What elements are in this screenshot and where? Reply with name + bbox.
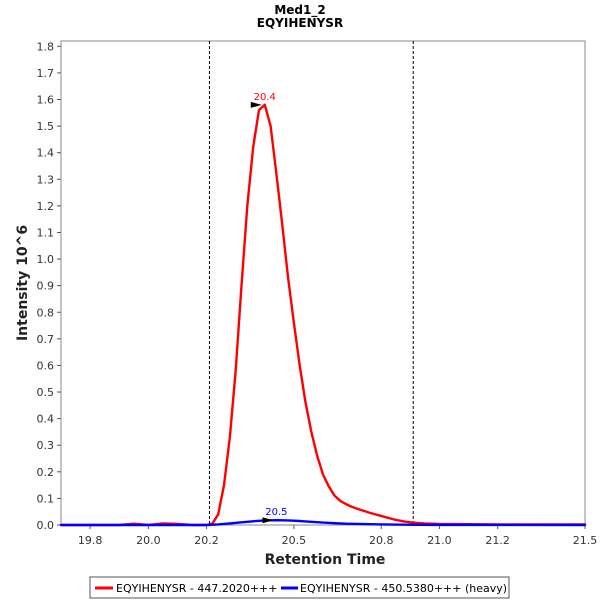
y-tick-label: 1.7 <box>37 67 55 80</box>
y-tick-label: 1.8 <box>37 40 55 53</box>
x-tick-label: 21.2 <box>485 534 510 547</box>
x-axis: 19.8 20.0 20.2 20.5 20.8 21.0 21.2 21.5 <box>78 525 597 547</box>
y-tick-label: 0.9 <box>37 280 55 293</box>
y-tick-label: 1.1 <box>37 226 55 239</box>
x-tick-label: 20.0 <box>136 534 161 547</box>
y-tick-label: 0.7 <box>37 333 55 346</box>
x-tick-label: 20.5 <box>282 534 307 547</box>
y-tick-label: 0.4 <box>37 413 55 426</box>
x-tick-label: 19.8 <box>78 534 103 547</box>
peak-marker <box>262 517 274 524</box>
legend-label-series-1: EQYIHENYSR - 447.2020+++ <box>116 582 277 595</box>
series-line-2 <box>59 519 587 527</box>
plot-area: 0.0 0.1 0.2 0.3 0.4 0.5 0.6 0.7 0.8 0.9 1.0 1.1 1.2 1… <box>37 40 598 547</box>
y-tick-label: 0.8 <box>37 306 55 319</box>
x-tick-label: 21.0 <box>427 534 452 547</box>
y-tick-label: 1.3 <box>37 173 55 186</box>
y-tick-label: 1.4 <box>37 147 55 160</box>
peak-label: 20.5 <box>265 507 287 518</box>
x-axis-title: Retention Time <box>265 552 386 568</box>
y-tick-label: 1.6 <box>37 94 55 107</box>
peak-annotations: 20.4 20.5 <box>250 92 288 524</box>
y-axis-title: Intensity 10^6 <box>15 225 31 341</box>
y-tick-label: 0.6 <box>37 359 55 372</box>
peak-label: 20.4 <box>254 92 276 103</box>
y-tick-label: 0.0 <box>37 519 55 532</box>
y-tick-label: 0.5 <box>37 386 55 399</box>
y-tick-label: 0.2 <box>37 466 55 479</box>
chart-title: Med1_2 <box>274 3 325 18</box>
legend: EQYIHENYSR - 447.2020+++ EQYIHENYSR - 45… <box>89 576 510 599</box>
y-tick-label: 0.1 <box>37 492 55 505</box>
peak-marker <box>250 101 262 108</box>
x-tick-label: 20.2 <box>194 534 219 547</box>
y-tick-label: 1.2 <box>37 200 55 213</box>
x-tick-label: 21.5 <box>573 534 598 547</box>
plot-frame <box>60 40 586 526</box>
legend-label-series-2: EQYIHENYSR - 450.5380+++ (heavy) <box>300 582 507 595</box>
x-tick-label: 20.8 <box>369 534 394 547</box>
integration-boundaries <box>208 41 414 525</box>
y-axis: 0.0 0.1 0.2 0.3 0.4 0.5 0.6 0.7 0.8 0.9 1.0 1.1 1.2 1… <box>37 40 61 532</box>
series-line-1 <box>59 103 587 527</box>
legend-box <box>89 576 510 599</box>
series-lines <box>59 103 587 527</box>
y-tick-label: 1.0 <box>37 253 55 266</box>
y-tick-label: 1.5 <box>37 120 55 133</box>
y-tick-label: 0.3 <box>37 439 55 452</box>
chart-subtitle: EQYIHENYSR <box>257 16 343 30</box>
